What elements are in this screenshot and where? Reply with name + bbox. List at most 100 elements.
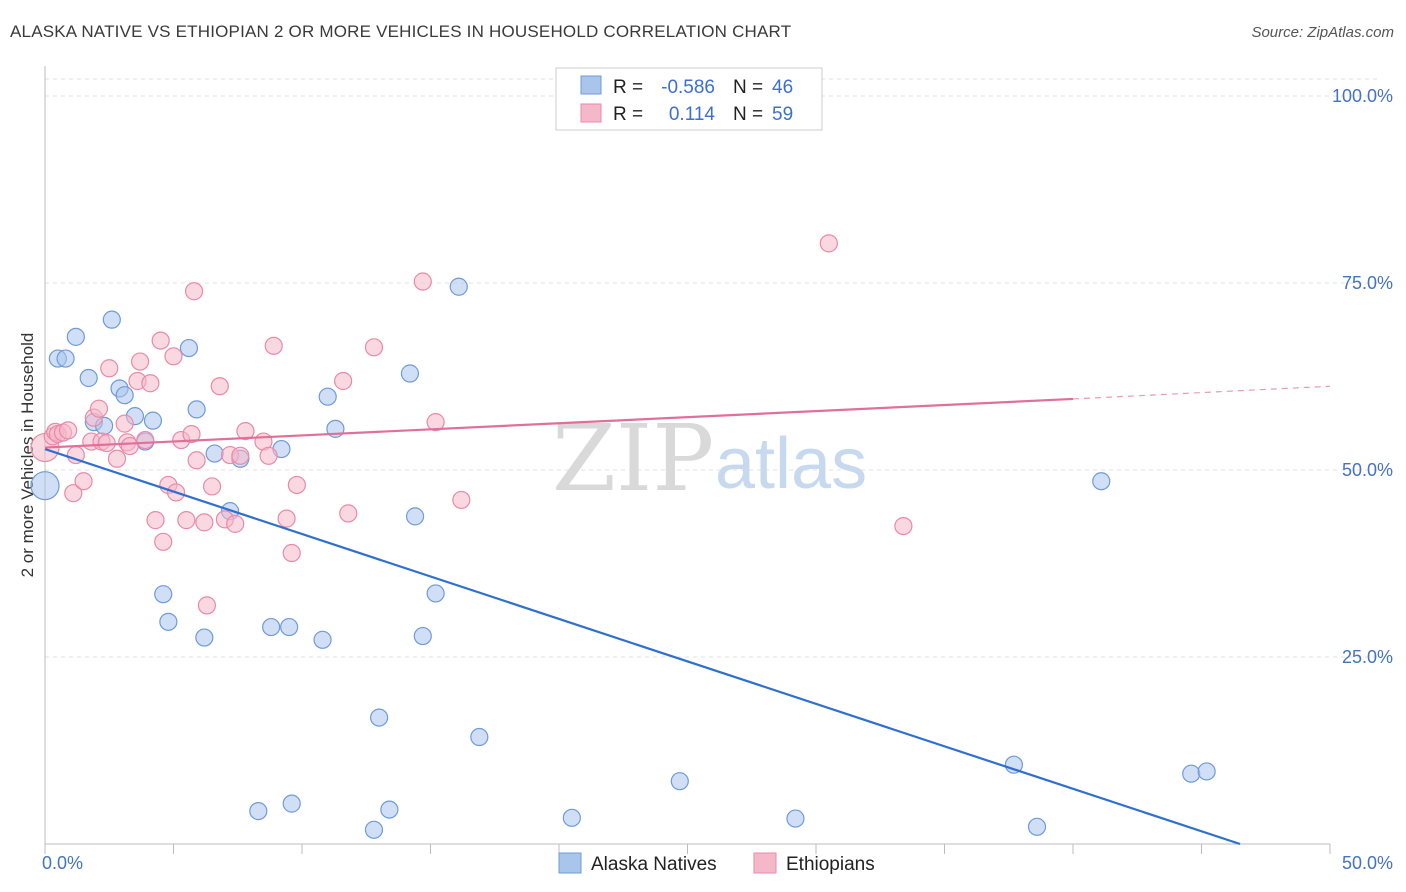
- alaska-point-44: [1182, 764, 1201, 783]
- ethiopian-point-15: [107, 449, 127, 468]
- ethiopian-point-34: [195, 513, 214, 532]
- chart-title: ALASKA NATIVE VS ETHIOPIAN 2 OR MORE VEH…: [10, 22, 792, 41]
- bottom-legend: Alaska Natives Ethiopians: [558, 852, 875, 875]
- alaska-point-43: [1092, 472, 1111, 491]
- legend-r-value-1: -0.586: [661, 77, 715, 98]
- x-tick-label-1: 50.0%: [1342, 853, 1393, 873]
- alaska-point-37: [470, 727, 489, 747]
- alaska-point-32: [400, 364, 420, 383]
- bottom-legend-label-alaska: Alaska Natives: [591, 854, 717, 875]
- ethiopian-point-14: [100, 359, 119, 378]
- ethiopian-point-54: [452, 490, 471, 510]
- ethiopian-point-23: [146, 511, 165, 530]
- legend-swatch-alaska: [580, 75, 602, 95]
- ethiopian-point-21: [136, 430, 155, 450]
- ethiopian-point-5: [59, 421, 78, 440]
- source-label: Source: ZipAtlas.com: [1251, 24, 1394, 41]
- ethiopian-point-32: [184, 282, 204, 301]
- ethiopian-point-20: [130, 352, 150, 371]
- y-tick-label-0: 100.0%: [1332, 86, 1393, 106]
- alaska-point-25: [282, 794, 301, 813]
- tick-labels: 100.0% 75.0% 50.0% 25.0% 0.0% 50.0%: [42, 86, 1393, 873]
- alaska-point-31: [380, 800, 399, 819]
- ethiopian-point-56: [894, 516, 913, 536]
- alaska-point-26: [313, 630, 332, 649]
- alaska-point-14: [159, 612, 178, 631]
- ethiopian-point-49: [334, 371, 353, 391]
- legend-n-value-2: 59: [772, 104, 793, 125]
- ethiopian-point-35: [197, 596, 217, 615]
- alaska-point-0: [30, 471, 60, 501]
- alaska-point-22: [262, 617, 281, 637]
- ethiopian-point-47: [282, 543, 301, 563]
- legend-swatch-ethiopian: [580, 103, 602, 123]
- alaska-point-18: [205, 444, 224, 463]
- alaska-point-21: [249, 801, 268, 821]
- watermark-zip: ZIP: [552, 405, 714, 512]
- ethiopian-trend-line: [44, 397, 1074, 449]
- ethiopian-point-52: [413, 272, 432, 291]
- ethiopian-point-55: [819, 234, 838, 253]
- alaska-point-15: [179, 338, 199, 358]
- alaska-point-24: [280, 617, 299, 637]
- alaska-point-30: [370, 708, 389, 727]
- legend-box: R = -0.586 N = 46 R = 0.114 N = 59: [555, 67, 823, 131]
- legend-n-label-2: N =: [733, 104, 763, 125]
- bottom-legend-swatch-alaska: [558, 852, 582, 874]
- watermark: ZIP atlas: [552, 405, 867, 512]
- legend-r-label-2: R =: [613, 104, 643, 125]
- alaska-point-27: [318, 387, 337, 406]
- ethiopian-point-53: [426, 413, 445, 432]
- ethiopian-point-42: [236, 422, 255, 441]
- trend-lines: [44, 385, 1331, 846]
- ethiopian-point-18: [120, 436, 139, 456]
- alaska-point-38: [562, 808, 581, 827]
- bottom-legend-swatch-ethiopian: [753, 852, 777, 874]
- ethiopian-point-24: [151, 331, 170, 350]
- alaska-point-17: [195, 628, 214, 647]
- ethiopian-point-30: [177, 511, 196, 530]
- alaska-point-33: [405, 507, 425, 526]
- alaska-point-42: [1027, 817, 1047, 836]
- grid-lines: [45, 78, 1380, 658]
- legend-r-value-2: 0.114: [669, 104, 716, 125]
- ethiopian-point-11: [89, 399, 109, 418]
- y-tick-label-3: 25.0%: [1342, 647, 1393, 667]
- bottom-legend-label-ethiopian: Ethiopians: [786, 854, 875, 875]
- ethiopian-point-31: [182, 424, 201, 444]
- watermark-atlas: atlas: [715, 424, 867, 504]
- ethiopian-point-50: [339, 504, 358, 523]
- alaska-point-39: [670, 772, 689, 791]
- ethiopian-point-25: [154, 532, 173, 551]
- legend-r-label-1: R =: [613, 77, 643, 98]
- alaska-point-34: [413, 626, 432, 646]
- y-tick-label-2: 50.0%: [1342, 460, 1393, 480]
- alaska-point-35: [426, 584, 445, 603]
- ethiopian-point-37: [210, 377, 229, 396]
- legend-n-value-1: 46: [772, 77, 793, 98]
- alaska-point-40: [786, 809, 805, 828]
- data-points: [30, 234, 1216, 839]
- ethiopian-point-33: [187, 451, 206, 470]
- ethiopian-point-46: [277, 509, 296, 528]
- ethiopian-point-22: [141, 374, 160, 393]
- alaska-point-4: [79, 368, 98, 388]
- ethiopian-point-6: [64, 484, 83, 503]
- ethiopian-point-16: [115, 414, 134, 433]
- alaska-point-3: [66, 327, 85, 346]
- alaska-point-9: [115, 386, 134, 405]
- ethiopian-point-36: [202, 477, 222, 496]
- ethiopian-point-41: [231, 446, 250, 465]
- x-tick-label-0: 0.0%: [42, 853, 83, 873]
- ethiopian-point-45: [264, 336, 283, 355]
- ethiopian-point-44: [259, 446, 278, 465]
- alaska-point-16: [187, 400, 206, 419]
- ethiopian-point-48: [287, 475, 306, 495]
- alaska-point-7: [102, 310, 121, 329]
- alaska-point-45: [1197, 762, 1216, 781]
- alaska-point-2: [56, 349, 75, 368]
- ethiopian-point-40: [226, 514, 245, 533]
- alaska-point-12: [143, 411, 163, 430]
- alaska-trend-line: [44, 448, 1241, 846]
